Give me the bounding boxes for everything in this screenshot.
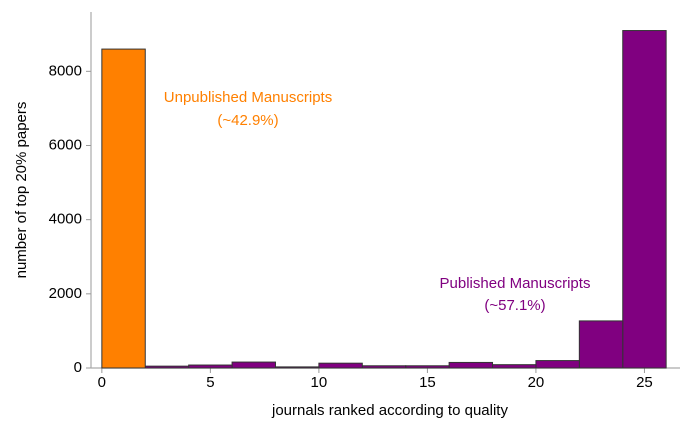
y-tick-label: 4000 — [49, 211, 82, 228]
bar — [492, 364, 537, 369]
y-tick-label: 2000 — [49, 285, 82, 302]
bar — [448, 361, 494, 369]
x-tick-label: 20 — [528, 374, 545, 391]
bar — [144, 365, 190, 369]
bar — [188, 364, 233, 369]
x-tick-label: 0 — [98, 374, 106, 391]
y-axis-label: number of top 20% papers — [13, 102, 30, 279]
bar — [405, 365, 450, 369]
annotation: (~42.9%) — [217, 112, 278, 129]
annotation: Unpublished Manuscripts — [164, 89, 332, 106]
x-tick-label: 15 — [419, 374, 436, 391]
bar — [274, 366, 320, 369]
x-tick-label: 5 — [206, 374, 214, 391]
x-axis-label: journals ranked according to quality — [271, 402, 508, 419]
x-tick-label: 25 — [636, 374, 653, 391]
bar — [101, 48, 146, 369]
bar — [622, 30, 667, 369]
y-tick-label: 6000 — [49, 136, 82, 153]
bar — [231, 361, 276, 369]
y-tick-label: 0 — [74, 359, 82, 376]
bar — [361, 365, 407, 369]
bar — [535, 360, 580, 369]
annotation: (~57.1%) — [484, 297, 545, 314]
bar — [318, 362, 363, 369]
y-tick-label: 8000 — [49, 62, 82, 79]
x-tick-label: 10 — [311, 374, 328, 391]
annotation: Published Manuscripts — [440, 275, 591, 292]
bar — [578, 320, 624, 369]
